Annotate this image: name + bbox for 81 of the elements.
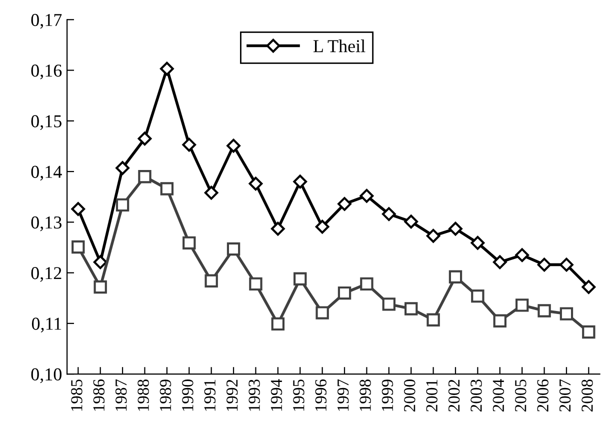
point [560, 307, 574, 320]
y-tick-label: 0,16 [31, 64, 62, 80]
x-tick-label: 2002 [448, 380, 460, 412]
point [249, 277, 262, 291]
point [515, 248, 530, 262]
y-tick-label: 0,11 [32, 318, 62, 332]
point [270, 222, 285, 236]
point [404, 302, 418, 316]
point [515, 298, 529, 312]
x-tick-label: 1986 [93, 379, 105, 411]
x-tick-label: 1997 [337, 379, 349, 411]
point [582, 280, 596, 294]
y-tick-label: 0,12 [31, 267, 62, 282]
x-tick-label: 1996 [315, 379, 326, 411]
point [560, 258, 574, 272]
point [360, 188, 374, 203]
point [93, 255, 108, 270]
x-tick-label: 1987 [115, 379, 127, 411]
x-tick-label: 1985 [71, 380, 82, 411]
x-tick-label: 2004 [492, 379, 504, 412]
point [492, 255, 507, 270]
y-tick-label: 0,14 [31, 166, 62, 181]
point [582, 325, 596, 339]
point [426, 313, 440, 326]
x-tick-label: 2007 [559, 379, 571, 412]
point [493, 314, 506, 328]
point [294, 272, 307, 286]
y-tick-label: 0,13 [31, 216, 62, 232]
point [316, 306, 329, 320]
x-tick-label: 1989 [160, 380, 172, 411]
point [382, 207, 396, 221]
x-tick-label: 2008 [582, 380, 593, 412]
x-tick-label: 1990 [182, 380, 194, 411]
point [71, 202, 86, 216]
point [182, 138, 196, 152]
point [182, 236, 196, 250]
point [315, 220, 330, 234]
point [382, 298, 396, 311]
point [338, 286, 352, 300]
point [537, 258, 552, 272]
point [448, 222, 462, 236]
legend-label: L Theil [313, 40, 366, 52]
x-tick-label: 1998 [360, 380, 371, 411]
point [426, 228, 440, 243]
point [338, 196, 352, 211]
y-tick-label: 0,17 [31, 14, 62, 29]
point [248, 176, 263, 191]
point [538, 304, 551, 318]
point [404, 214, 418, 229]
point [204, 274, 218, 288]
y-tick-label: 0,15 [31, 115, 62, 130]
point [271, 317, 285, 331]
x-tick-label: 2005 [515, 380, 526, 412]
x-tick-label: 1999 [382, 380, 394, 411]
x-tick-label: 1994 [270, 379, 282, 411]
x-tick-label: 2000 [404, 380, 416, 412]
point [226, 242, 240, 256]
x-tick-label: 2001 [426, 380, 438, 412]
x-tick-label: 1991 [204, 380, 216, 411]
point [72, 240, 85, 254]
point [204, 186, 218, 200]
point [470, 236, 485, 250]
point [448, 270, 462, 284]
y-tick-label: 0,10 [31, 368, 62, 384]
x-tick-label: 1993 [248, 380, 260, 411]
point [94, 280, 107, 294]
x-tick-label: 1995 [293, 380, 304, 411]
point [160, 182, 174, 196]
x-tick-label: 2003 [470, 380, 482, 412]
point [138, 170, 152, 184]
x-tick-label: 1988 [138, 380, 149, 411]
point [360, 277, 374, 291]
point [116, 198, 130, 212]
point [471, 289, 484, 303]
x-tick-label: 1992 [226, 380, 238, 411]
point [138, 132, 152, 146]
point [160, 62, 174, 76]
x-tick-label: 2006 [537, 379, 548, 412]
point [293, 174, 308, 189]
point [116, 161, 130, 175]
point [226, 138, 240, 153]
